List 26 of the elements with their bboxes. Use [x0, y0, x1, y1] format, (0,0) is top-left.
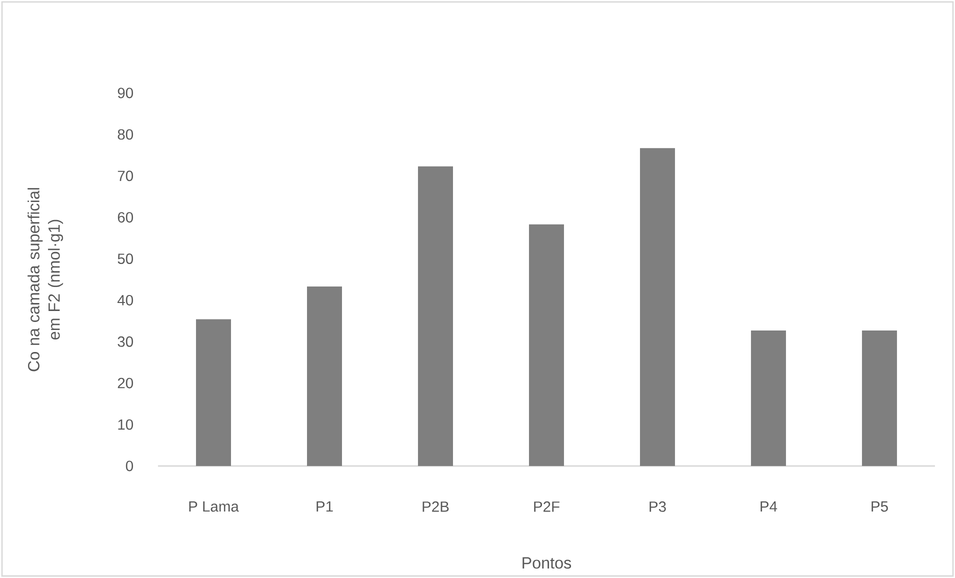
bar: [307, 286, 342, 466]
x-tick-label: P1: [316, 501, 333, 512]
bar: [750, 330, 786, 466]
x-tick-label: P4: [760, 501, 778, 512]
y-tick-label: 50: [118, 254, 134, 264]
bar: [196, 319, 231, 466]
x-axis-title: Pontos: [522, 557, 572, 569]
x-tick-label: P2B: [422, 501, 449, 512]
x-tick-label: P5: [872, 501, 888, 512]
x-tick-label: P2F: [534, 501, 560, 512]
x-tick-label: P3: [650, 501, 666, 512]
bar: [418, 166, 453, 466]
y-tick-label: 70: [118, 170, 134, 182]
bar: [640, 148, 675, 466]
bar: [528, 224, 564, 466]
y-tick-label: 80: [118, 129, 134, 140]
y-tick-label: 90: [118, 88, 134, 98]
y-tick-label: 60: [118, 212, 134, 223]
y-tick-label: 20: [118, 378, 134, 388]
y-tick-label: 30: [118, 336, 134, 347]
y-axis-title: Co na camada superficial em F2 (nmol·g1): [28, 188, 64, 372]
y-tick-label: 40: [117, 294, 134, 306]
y-tick-label: 10: [118, 419, 134, 430]
y-tick-label: 0: [126, 460, 134, 472]
bar: [862, 330, 897, 466]
x-tick-label: P Lama: [189, 501, 239, 512]
